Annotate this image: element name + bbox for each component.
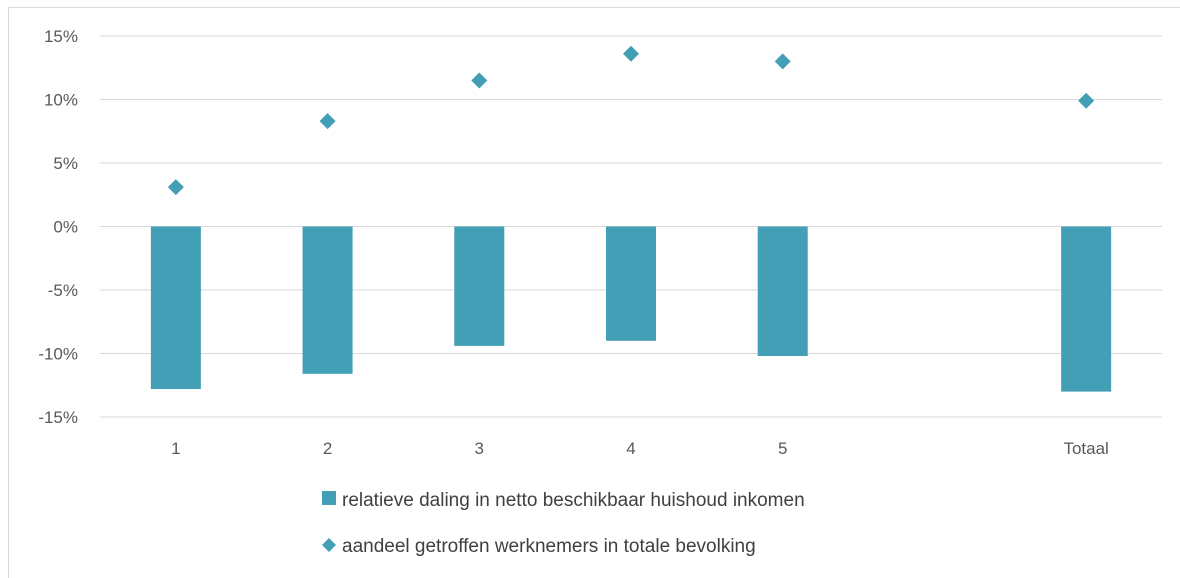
- bar: [757, 226, 808, 357]
- y-tick-label: 5%: [53, 154, 78, 173]
- bar: [606, 226, 656, 341]
- y-tick-label: 15%: [44, 27, 78, 46]
- scatter-series: [167, 45, 1095, 196]
- x-tick-label: 2: [323, 439, 332, 458]
- bar: [1061, 226, 1112, 392]
- scatter-point: [167, 179, 184, 196]
- y-tick-label: -10%: [38, 345, 78, 364]
- x-tick-label: 5: [778, 439, 787, 458]
- x-tick-label: 4: [626, 439, 635, 458]
- legend: relatieve daling in netto beschikbaar hu…: [322, 490, 805, 557]
- y-axis-ticks: 15% 10% 5% 0% -5% -10% -15%: [38, 27, 78, 427]
- y-tick-label: -5%: [48, 281, 78, 300]
- legend-bar-swatch-icon: [322, 491, 336, 505]
- y-tick-label: 10%: [44, 91, 78, 110]
- bar: [454, 226, 505, 346]
- x-tick-label: 1: [171, 439, 180, 458]
- legend-label-bars: relatieve daling in netto beschikbaar hu…: [342, 490, 805, 511]
- legend-diamond-icon: [322, 538, 336, 552]
- scatter-point: [319, 113, 336, 130]
- scatter-point: [471, 72, 488, 89]
- bar: [302, 226, 353, 374]
- scatter-point: [1078, 92, 1095, 109]
- x-axis-ticks: 1 2 3 4 5 Totaal: [171, 439, 1109, 458]
- x-tick-label: Totaal: [1063, 439, 1108, 458]
- bar-series: [150, 226, 1112, 392]
- scatter-point: [623, 45, 639, 62]
- chart-frame: [8, 7, 1180, 578]
- scatter-point: [774, 53, 791, 70]
- y-tick-label: -15%: [38, 408, 78, 427]
- bar: [150, 226, 201, 390]
- y-tick-label: 0%: [53, 218, 78, 237]
- legend-label-points: aandeel getroffen werknemers in totale b…: [342, 536, 756, 557]
- x-tick-label: 3: [475, 439, 484, 458]
